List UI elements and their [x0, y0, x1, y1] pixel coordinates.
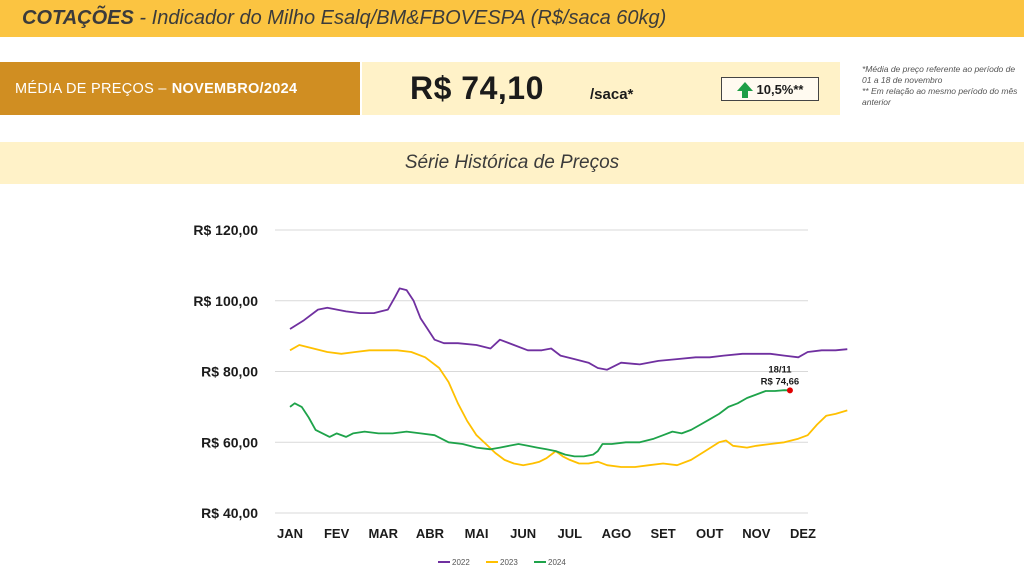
y-tick-label: R$ 60,00 — [201, 434, 258, 450]
x-tick-label: SET — [650, 526, 675, 541]
series-line-2022 — [289, 287, 848, 371]
variation-badge: 10,5%** — [721, 77, 819, 101]
x-tick-label: NOV — [742, 526, 771, 541]
y-tick-label: R$ 100,00 — [193, 293, 258, 309]
x-tick-label: OUT — [696, 526, 724, 541]
x-tick-label: MAI — [465, 526, 489, 541]
average-label-text: MÉDIA DE PREÇOS – — [15, 80, 167, 97]
footnote-2: ** Em relação ao mesmo período do mês an… — [862, 86, 1018, 107]
x-tick-label: JUN — [510, 526, 536, 541]
x-tick-label: MAR — [368, 526, 398, 541]
page-title: COTAÇÕES - Indicador do Milho Esalq/BM&F… — [22, 7, 667, 29]
average-price-label: MÉDIA DE PREÇOS – NOVEMBRO/2024 — [0, 62, 360, 115]
variation-value: 10,5%** — [756, 81, 804, 97]
price-unit: /saca* — [590, 86, 634, 103]
series-line-2023 — [289, 344, 848, 468]
price-box: R$ 74,10 /saca* 10,5%** — [362, 62, 840, 115]
price-history-chart: R$ 40,00 R$ 60,00 R$ 80,00 R$ 100,00 R$ 120,… — [193, 222, 848, 567]
y-tick-label: R$ 120,00 — [193, 222, 258, 238]
x-tick-label: JUL — [558, 526, 583, 541]
y-tick-label: R$ 40,00 — [201, 505, 258, 521]
section-header: Série Histórica de Preços — [0, 142, 1024, 184]
footnotes: *Média de preço referente ao período de … — [862, 64, 1024, 108]
x-tick-label: AGO — [602, 526, 632, 541]
arrow-up-icon — [736, 81, 753, 98]
header-bar: COTAÇÕES - Indicador do Milho Esalq/BM&F… — [0, 0, 1024, 37]
annotation-value: R$ 74,66 — [761, 376, 800, 387]
legend-label-2022: 2022 — [452, 558, 470, 567]
legend-label-2024: 2024 — [548, 558, 566, 567]
x-tick-label: ABR — [416, 526, 445, 541]
section-title: Série Histórica de Preços — [404, 152, 620, 173]
average-label-month: NOVEMBRO/2024 — [171, 80, 298, 97]
series-line-2024 — [289, 389, 790, 458]
y-tick-label: R$ 80,00 — [201, 364, 258, 380]
footnote-1: *Média de preço referente ao período de … — [862, 64, 1016, 85]
annotation-date: 18/11 — [768, 364, 792, 375]
legend-label-2023: 2023 — [500, 558, 518, 567]
x-tick-label: FEV — [324, 526, 350, 541]
average-price: R$ 74,10 — [410, 70, 544, 106]
annotation-marker — [786, 387, 793, 394]
x-tick-label: DEZ — [790, 526, 816, 541]
x-tick-label: JAN — [277, 526, 303, 541]
